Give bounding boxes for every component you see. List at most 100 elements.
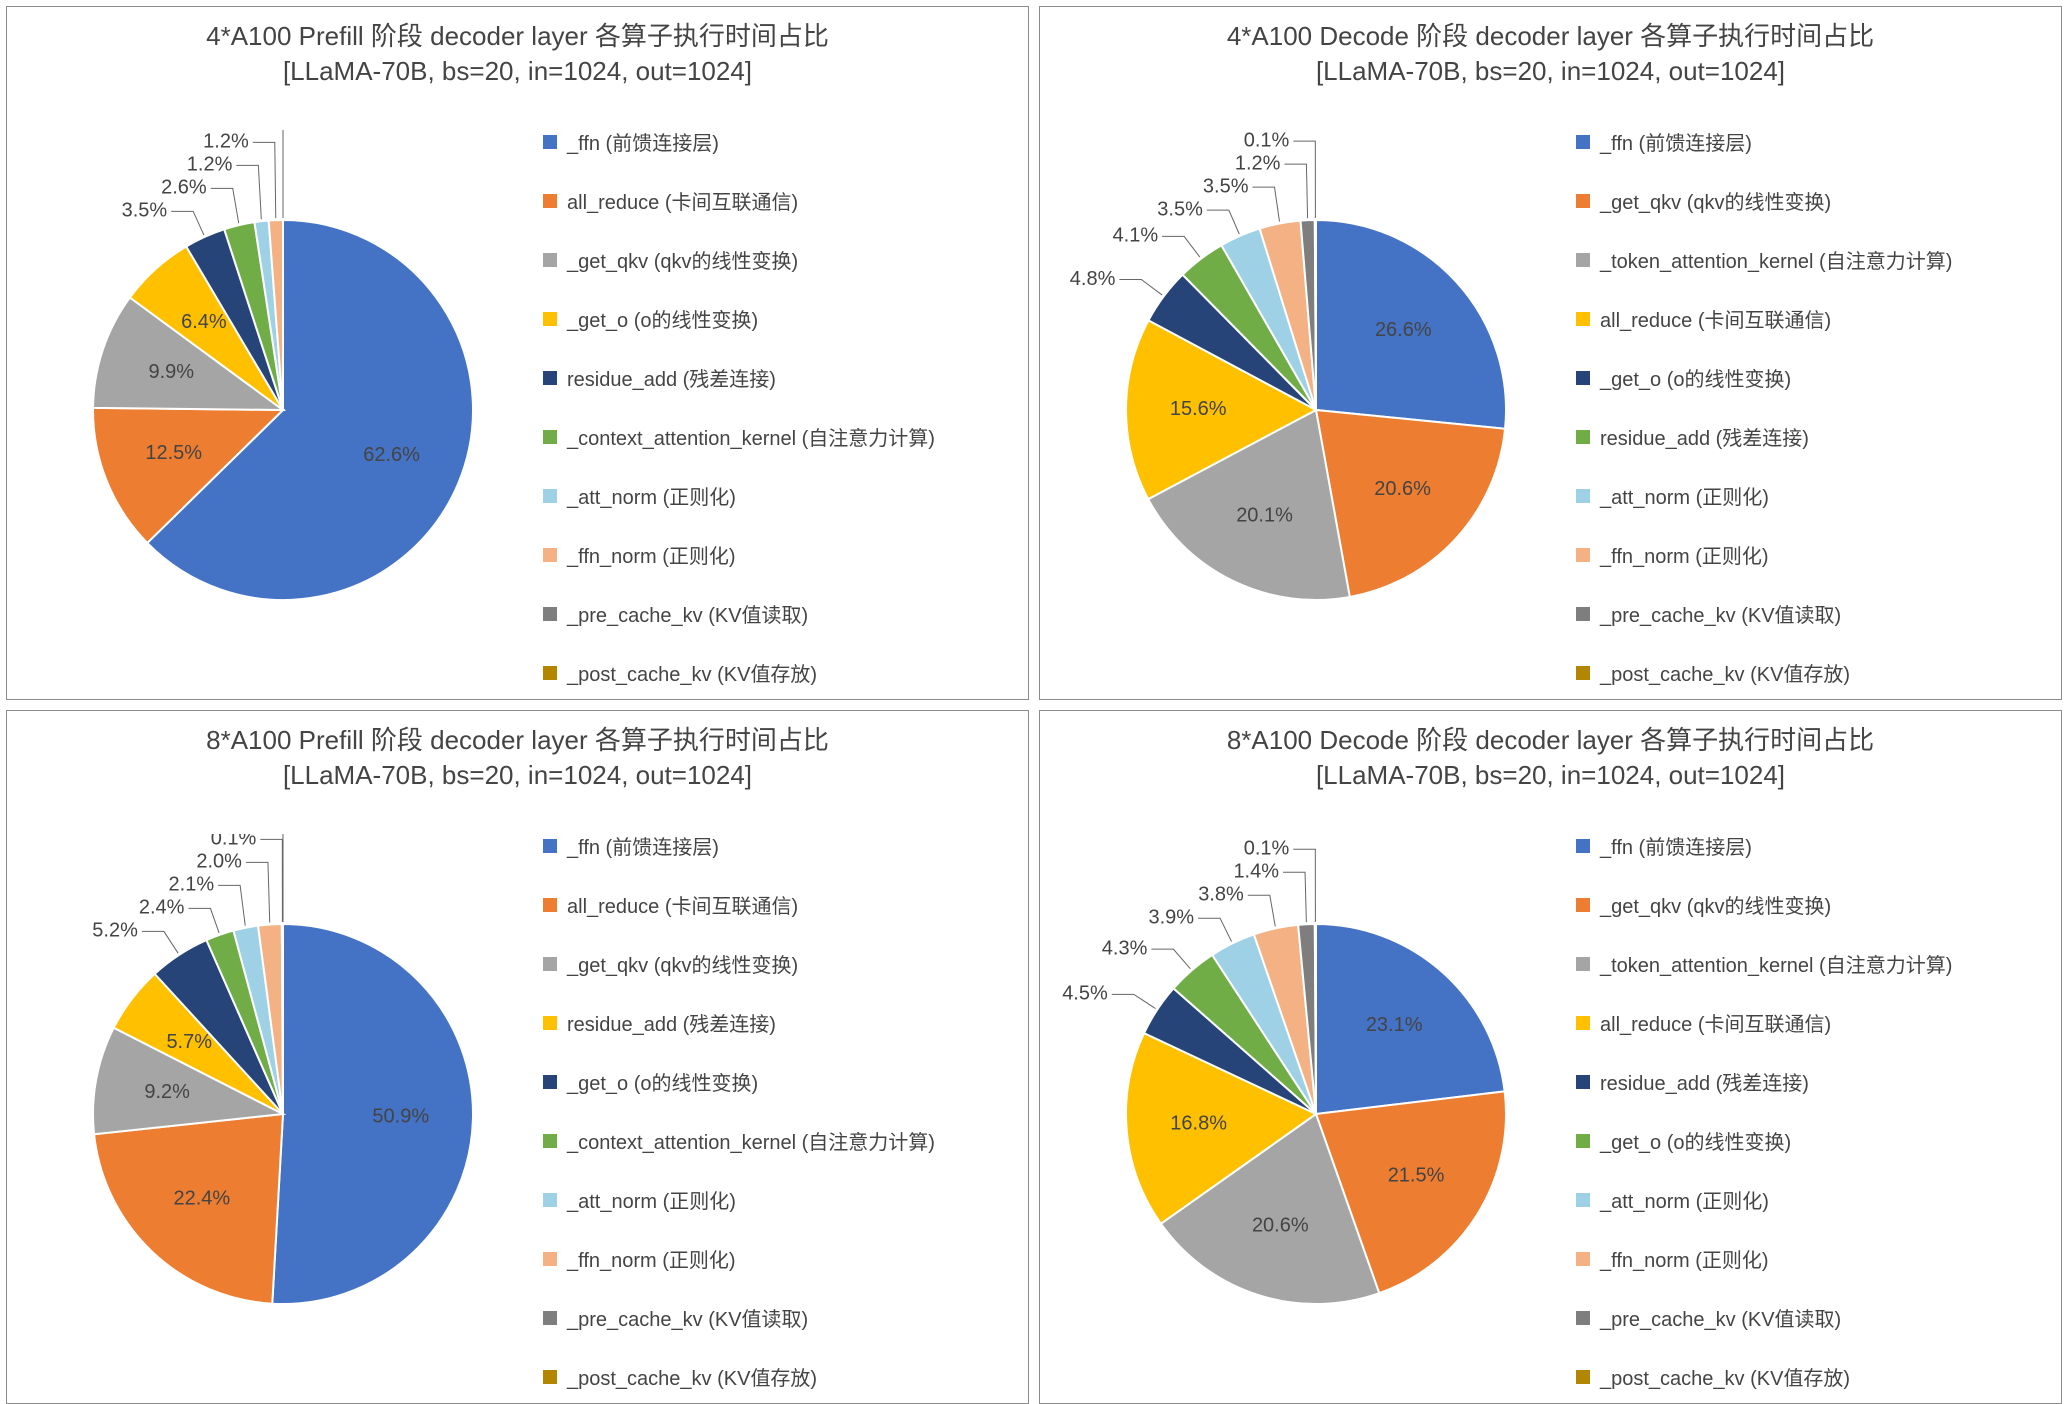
chart-title-line: [LLaMA-70B, bs=20, in=1024, out=1024] xyxy=(1056,758,2045,793)
legend-swatch xyxy=(1576,1016,1590,1030)
legend-swatch xyxy=(543,1016,557,1030)
slice-label: 4.8% xyxy=(1070,267,1116,289)
legend-swatch xyxy=(1576,839,1590,853)
legend-label: _get_qkv (qkv的线性变换) xyxy=(1600,186,1831,215)
slice-label: 9.9% xyxy=(148,361,194,383)
legend-item: _get_o (o的线性变换) xyxy=(1576,1126,2045,1155)
leader-line xyxy=(261,130,283,218)
legend-swatch xyxy=(1576,1311,1590,1325)
slice-label: 23.1% xyxy=(1366,1014,1423,1036)
legend-swatch xyxy=(543,430,557,444)
legend-label: _post_cache_kv (KV值存放) xyxy=(1600,658,1850,687)
pie-chart: 50.9%22.4%9.2%5.7%5.2%2.4%2.1%2.0%0.1%0.… xyxy=(23,834,543,1354)
legend: _ffn (前馈连接层)all_reduce (卡间互联通信)_get_qkv … xyxy=(543,801,1012,1391)
legend-swatch xyxy=(1576,1193,1590,1207)
pie-wrap: 26.6%20.6%20.1%15.6%4.8%4.1%3.5%3.5%1.2%… xyxy=(1056,130,1576,655)
legend-label: _get_qkv (qkv的线性变换) xyxy=(567,949,798,978)
legend-label: _ffn (前馈连接层) xyxy=(1600,127,1752,156)
leader-line xyxy=(1283,872,1306,922)
leader-line xyxy=(1248,895,1276,926)
legend-swatch xyxy=(1576,1370,1590,1384)
legend-item: _get_qkv (qkv的线性变换) xyxy=(1576,186,2045,215)
legend-item: _token_attention_kernel (自注意力计算) xyxy=(1576,949,2045,978)
legend-label: _get_qkv (qkv的线性变换) xyxy=(1600,890,1831,919)
legend-item: _post_cache_kv (KV值存放) xyxy=(543,1362,1012,1391)
legend-item: _get_o (o的线性变换) xyxy=(543,304,1012,333)
slice-label: 3.5% xyxy=(122,199,168,221)
chart-panel-br: 8*A100 Decode 阶段 decoder layer 各算子执行时间占比… xyxy=(1039,710,2062,1404)
legend-label: _get_o (o的线性变换) xyxy=(1600,1126,1791,1155)
slice-label: 3.5% xyxy=(1157,198,1203,220)
legend-swatch xyxy=(543,194,557,208)
legend-item: _ffn_norm (正则化) xyxy=(1576,1244,2045,1273)
leader-line xyxy=(253,142,276,218)
legend-item: _pre_cache_kv (KV值读取) xyxy=(543,1303,1012,1332)
legend-swatch xyxy=(543,607,557,621)
chart-title-line: [LLaMA-70B, bs=20, in=1024, out=1024] xyxy=(23,758,1012,793)
slice-label: 22.4% xyxy=(173,1188,230,1210)
legend-label: residue_add (残差连接) xyxy=(567,363,776,392)
legend-swatch xyxy=(1576,489,1590,503)
leader-line xyxy=(1112,994,1156,1008)
legend-item: _ffn_norm (正则化) xyxy=(1576,540,2045,569)
chart-title-line: 8*A100 Decode 阶段 decoder layer 各算子执行时间占比 xyxy=(1056,723,2045,758)
legend-label: residue_add (残差连接) xyxy=(567,1008,776,1037)
leader-line xyxy=(211,188,239,223)
legend-label: _get_qkv (qkv的线性变换) xyxy=(567,245,798,274)
slice-label: 1.2% xyxy=(203,130,249,152)
pie-slice xyxy=(1315,924,1316,1114)
slice-label: 2.0% xyxy=(196,851,242,873)
slice-label: 3.8% xyxy=(1198,883,1244,905)
legend-swatch xyxy=(543,371,557,385)
legend-swatch xyxy=(543,666,557,680)
legend-label: _get_o (o的线性变换) xyxy=(1600,363,1791,392)
legend-label: _att_norm (正则化) xyxy=(1600,1185,1769,1214)
legend-swatch xyxy=(543,898,557,912)
pie-chart: 62.6%12.5%9.9%6.4%3.5%2.6%1.2%1.2%0.0%0.… xyxy=(23,130,543,650)
legend-label: _ffn_norm (正则化) xyxy=(567,1244,736,1273)
legend-swatch xyxy=(1576,1075,1590,1089)
legend-swatch xyxy=(1576,548,1590,562)
legend-label: all_reduce (卡间互联通信) xyxy=(567,890,798,919)
legend-item: all_reduce (卡间互联通信) xyxy=(543,186,1012,215)
leader-line xyxy=(246,862,270,922)
slice-label: 16.8% xyxy=(1170,1113,1227,1135)
leader-line xyxy=(1293,141,1315,218)
slice-label: 4.3% xyxy=(1102,937,1148,959)
legend-label: _get_o (o的线性变换) xyxy=(567,304,758,333)
slice-label: 26.6% xyxy=(1375,319,1432,341)
legend-item: residue_add (残差连接) xyxy=(1576,1067,2045,1096)
legend: _ffn (前馈连接层)all_reduce (卡间互联通信)_get_qkv … xyxy=(543,97,1012,687)
legend-item: _get_qkv (qkv的线性变换) xyxy=(1576,890,2045,919)
leader-line xyxy=(260,839,282,922)
legend-swatch xyxy=(1576,430,1590,444)
slice-label: 1.4% xyxy=(1233,860,1279,882)
legend-swatch xyxy=(1576,898,1590,912)
leader-line xyxy=(1162,236,1200,257)
legend-item: _get_qkv (qkv的线性变换) xyxy=(543,245,1012,274)
legend-swatch xyxy=(1576,194,1590,208)
legend: _ffn (前馈连接层) _get_qkv (qkv的线性变换) _token_at… xyxy=(1576,97,2045,687)
leader-line xyxy=(1284,164,1307,218)
legend-item: _post_cache_kv (KV值存放) xyxy=(1576,658,2045,687)
legend-swatch xyxy=(1576,312,1590,326)
legend-item: _context_attention_kernel (自注意力计算) xyxy=(543,1126,1012,1155)
legend-swatch xyxy=(543,1370,557,1384)
legend-label: _post_cache_kv (KV值存放) xyxy=(567,658,817,687)
leader-line xyxy=(1119,279,1162,295)
slice-label: 0.1% xyxy=(1244,837,1290,859)
leader-line xyxy=(142,931,178,953)
legend-label: _ffn_norm (正则化) xyxy=(1600,540,1769,569)
legend-label: _pre_cache_kv (KV值读取) xyxy=(567,599,808,628)
legend-label: _token_attention_kernel (自注意力计算) xyxy=(1600,245,1952,274)
chart-title-line: [LLaMA-70B, bs=20, in=1024, out=1024] xyxy=(1056,54,2045,89)
slice-label: 12.5% xyxy=(145,442,202,464)
legend-item: _ffn_norm (正则化) xyxy=(543,540,1012,569)
slice-label: 1.2% xyxy=(1235,152,1281,174)
slice-label: 2.4% xyxy=(139,897,185,919)
legend-item: _post_cache_kv (KV值存放) xyxy=(543,658,1012,687)
legend-item: _ffn (前馈连接层) xyxy=(1576,127,2045,156)
legend-item: all_reduce (卡间互联通信) xyxy=(543,890,1012,919)
legend-swatch xyxy=(543,253,557,267)
legend-item: _get_o (o的线性变换) xyxy=(1576,363,2045,392)
